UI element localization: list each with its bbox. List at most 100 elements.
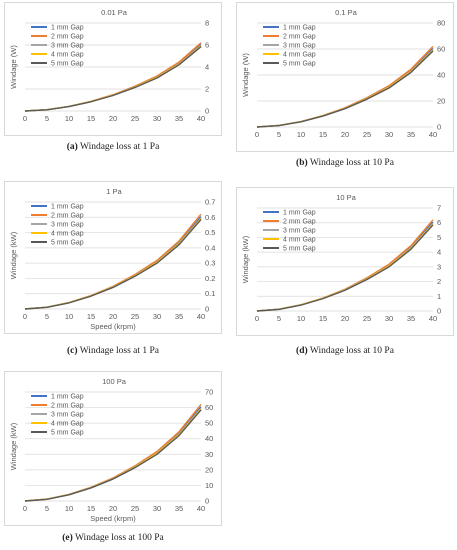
y-axis-label: Windage (W) xyxy=(9,45,18,89)
y-tick-label: 5 xyxy=(437,233,441,242)
x-tick-label: 30 xyxy=(153,504,161,513)
x-tick-label: 40 xyxy=(197,504,205,513)
y-tick-label: 0.1 xyxy=(205,289,215,298)
x-tick-label: 15 xyxy=(319,130,327,139)
y-tick-label: 0 xyxy=(205,107,209,116)
y-tick-label: 0 xyxy=(437,307,441,316)
x-tick-label: 10 xyxy=(297,130,305,139)
x-tick-label: 40 xyxy=(197,312,205,321)
legend-label: 2 mm Gap xyxy=(51,403,84,410)
x-tick-label: 20 xyxy=(341,130,349,139)
x-tick-label: 10 xyxy=(65,114,73,123)
caption-letter-e: (e) xyxy=(62,533,73,543)
x-tick-label: 0 xyxy=(255,314,259,323)
y-tick-label: 30 xyxy=(205,450,213,459)
y-tick-label: 2 xyxy=(437,277,441,286)
y-tick-label: 0 xyxy=(437,123,441,132)
y-tick-label: 20 xyxy=(437,97,445,106)
x-tick-label: 30 xyxy=(385,314,393,323)
legend-label: 4 mm Gap xyxy=(51,231,84,238)
x-tick-label: 0 xyxy=(23,114,27,123)
series-line-1 xyxy=(256,221,434,312)
legend-label: 3 mm Gap xyxy=(283,228,316,235)
legend-label: 1 mm Gap xyxy=(51,394,84,401)
caption-letter-a: (a) xyxy=(66,142,78,152)
legend-label: 1 mm Gap xyxy=(51,25,84,32)
x-tick-label: 15 xyxy=(87,504,95,513)
x-tick-label: 40 xyxy=(429,314,437,323)
x-axis-label: Speed (krpm) xyxy=(90,514,136,523)
x-tick-label: 25 xyxy=(131,312,139,321)
x-tick-label: 20 xyxy=(109,504,117,513)
caption-b: (b) Windage loss at 10 Pa xyxy=(236,158,454,168)
legend-label: 1 mm Gap xyxy=(51,204,84,211)
x-tick-label: 5 xyxy=(277,314,281,323)
y-tick-label: 0 xyxy=(205,305,209,314)
x-tick-label: 35 xyxy=(407,314,415,323)
y-tick-label: 40 xyxy=(437,71,445,80)
y-tick-label: 0.6 xyxy=(205,213,215,222)
y-tick-label: 0.5 xyxy=(205,228,215,237)
y-tick-label: 60 xyxy=(437,45,445,54)
x-tick-label: 40 xyxy=(429,130,437,139)
x-tick-label: 30 xyxy=(153,312,161,321)
y-tick-label: 7 xyxy=(437,204,441,213)
y-tick-label: 10 xyxy=(205,481,213,490)
y-tick-label: 1 xyxy=(437,292,441,301)
legend-label: 2 mm Gap xyxy=(51,213,84,220)
legend-label: 2 mm Gap xyxy=(283,34,316,41)
y-tick-label: 0.7 xyxy=(205,198,215,207)
caption-letter-b: (b) xyxy=(296,158,308,168)
legend-label: 1 mm Gap xyxy=(283,210,316,217)
chart-panel-c: 1 Pa 0 0.1 0.2 0.3 0.4 0.5 0.6 0.7 0 5 10 15 20 25 30 35… xyxy=(4,181,222,334)
chart-svg-a: 0.01 Pa 0 2 4 6 8 0 5 10 15 20 25 30 35 40 Windage (W) 1… xyxy=(9,8,209,123)
y-tick-label: 0.3 xyxy=(205,259,215,268)
legend-label: 5 mm Gap xyxy=(283,246,316,253)
legend-label: 5 mm Gap xyxy=(51,430,84,437)
legend-label: 5 mm Gap xyxy=(51,61,84,68)
x-tick-label: 35 xyxy=(407,130,415,139)
chart-title: 1 Pa xyxy=(106,187,122,196)
x-axis-label: Speed (krpm) xyxy=(90,322,136,331)
y-tick-label: 4 xyxy=(437,248,441,257)
caption-text-a: Windage loss at 1 Pa xyxy=(77,142,160,152)
legend-label: 2 mm Gap xyxy=(51,34,84,41)
series-line-5 xyxy=(24,46,202,112)
series-line-5 xyxy=(24,219,202,310)
x-tick-label: 20 xyxy=(341,314,349,323)
x-tick-label: 35 xyxy=(175,114,183,123)
legend-label: 3 mm Gap xyxy=(51,43,84,50)
y-tick-label: 0 xyxy=(205,497,209,506)
caption-text-e: Windage loss at 100 Pa xyxy=(72,533,164,543)
x-tick-label: 5 xyxy=(45,504,49,513)
caption-a: (a) Windage loss at 1 Pa xyxy=(4,142,222,152)
legend-label: 1 mm Gap xyxy=(283,25,316,32)
chart-svg-b: 0.1 Pa 0 20 40 60 80 0 5 10 15 20 25 30 35 40 Windage (… xyxy=(241,8,445,139)
x-tick-label: 10 xyxy=(297,314,305,323)
legend-label: 4 mm Gap xyxy=(283,237,316,244)
x-tick-label: 15 xyxy=(319,314,327,323)
chart-title: 10 Pa xyxy=(336,193,356,202)
caption-text-d: Windage loss at 10 Pa xyxy=(307,346,394,356)
y-tick-label: 60 xyxy=(205,403,213,412)
legend-label: 4 mm Gap xyxy=(283,52,316,59)
y-tick-label: 6 xyxy=(205,41,209,50)
x-tick-label: 25 xyxy=(131,114,139,123)
legend-label: 3 mm Gap xyxy=(51,412,84,419)
legend-label: 3 mm Gap xyxy=(283,43,316,50)
x-tick-label: 35 xyxy=(175,312,183,321)
series-line-2 xyxy=(24,404,202,502)
x-tick-label: 0 xyxy=(23,504,27,513)
y-tick-label: 80 xyxy=(437,19,445,28)
chart-title: 0.01 Pa xyxy=(101,8,128,17)
y-axis-label: Windage (kW) xyxy=(9,422,18,470)
y-axis-label: Windage (kW) xyxy=(9,231,18,279)
y-tick-label: 3 xyxy=(437,262,441,271)
caption-letter-d: (d) xyxy=(296,346,308,356)
legend-label: 2 mm Gap xyxy=(283,219,316,226)
x-tick-label: 5 xyxy=(45,312,49,321)
x-tick-label: 0 xyxy=(23,312,27,321)
legend-label: 5 mm Gap xyxy=(51,240,84,247)
y-tick-label: 4 xyxy=(205,63,209,72)
series-line-5 xyxy=(256,224,434,312)
